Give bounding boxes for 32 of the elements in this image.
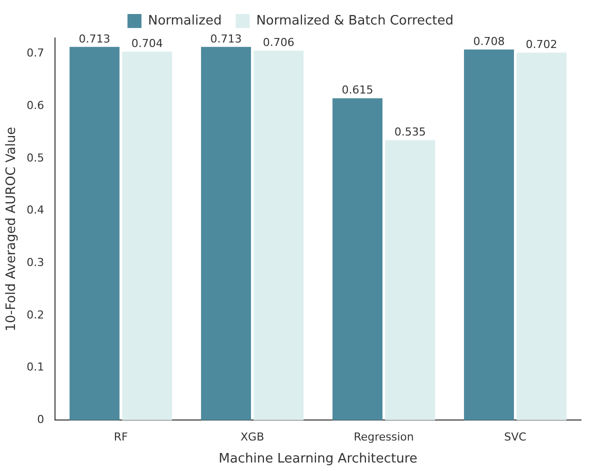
y-axis-title: 10-Fold Averaged AUROC Value [4,126,20,332]
bar [201,46,251,420]
bar [385,140,436,420]
data-label: 0.708 [473,34,505,48]
x-tick-label: Regression [354,430,414,444]
y-tick-label: 0.7 [26,46,44,60]
y-tick-label: 0.5 [26,151,44,164]
y-tick-label: 0.6 [26,98,44,112]
y-tick-label: 0.4 [26,204,44,217]
data-label: 0.713 [78,32,110,46]
x-tick-label: XGB [240,430,264,444]
data-label: 0.704 [131,36,163,50]
y-tick-label: 0.1 [26,360,44,374]
bar [516,52,567,420]
y-tick-label: 0 [37,413,44,426]
bar [332,98,382,420]
legend-label: Normalized [148,13,222,28]
y-tick-label: 0.2 [26,308,44,322]
bar [464,50,514,420]
bar [254,50,304,420]
data-label: 0.702 [526,38,558,52]
x-tick-label: RF [114,430,128,444]
data-label: 0.706 [262,36,294,49]
legend-label: Normalized & Batch Corrected [256,13,454,28]
x-axis-title: Machine Learning Architecture [218,452,418,467]
y-tick-label: 0.3 [26,256,44,269]
bar [122,52,172,420]
x-tick-label: SVC [504,430,527,444]
bar [70,46,120,420]
data-label: 0.535 [394,125,426,138]
data-label: 0.713 [210,32,242,46]
data-label: 0.615 [342,84,374,97]
